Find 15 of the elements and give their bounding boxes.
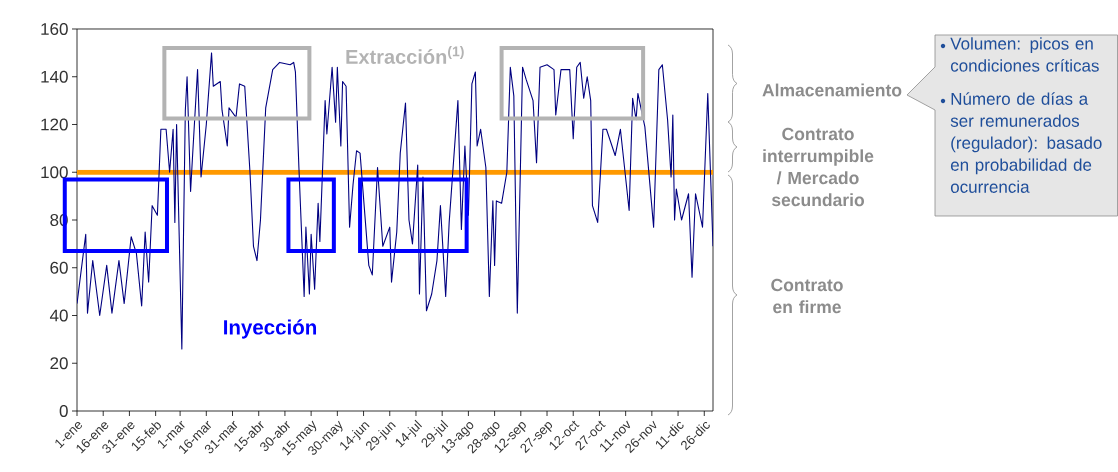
y-tick-label: 100 xyxy=(41,166,68,179)
text: Almacenamiento xyxy=(762,83,902,97)
y-tick-label: 120 xyxy=(41,118,68,131)
text: Contrato interrumpible / Mercado secundario xyxy=(763,127,874,207)
annotation: Extracción$^{(1)}$ xyxy=(346,46,464,64)
y-tick-label: 20 xyxy=(50,357,68,370)
y-tick-label: 60 xyxy=(50,261,68,274)
y-tick-label: 160 xyxy=(41,22,68,36)
y-tick-label: 140 xyxy=(41,70,68,83)
annotation: Inyección xyxy=(224,319,317,339)
y-tick-label: 40 xyxy=(49,309,68,322)
text: Volumen: picos en condiciones críticas xyxy=(950,37,1099,72)
text: Contrato en firme xyxy=(771,278,843,314)
y-tick-label: 0 xyxy=(59,404,68,418)
text: Número de días a ser remunerados (regulador): basado en probabilidad de ocurrencia xyxy=(950,92,1102,193)
